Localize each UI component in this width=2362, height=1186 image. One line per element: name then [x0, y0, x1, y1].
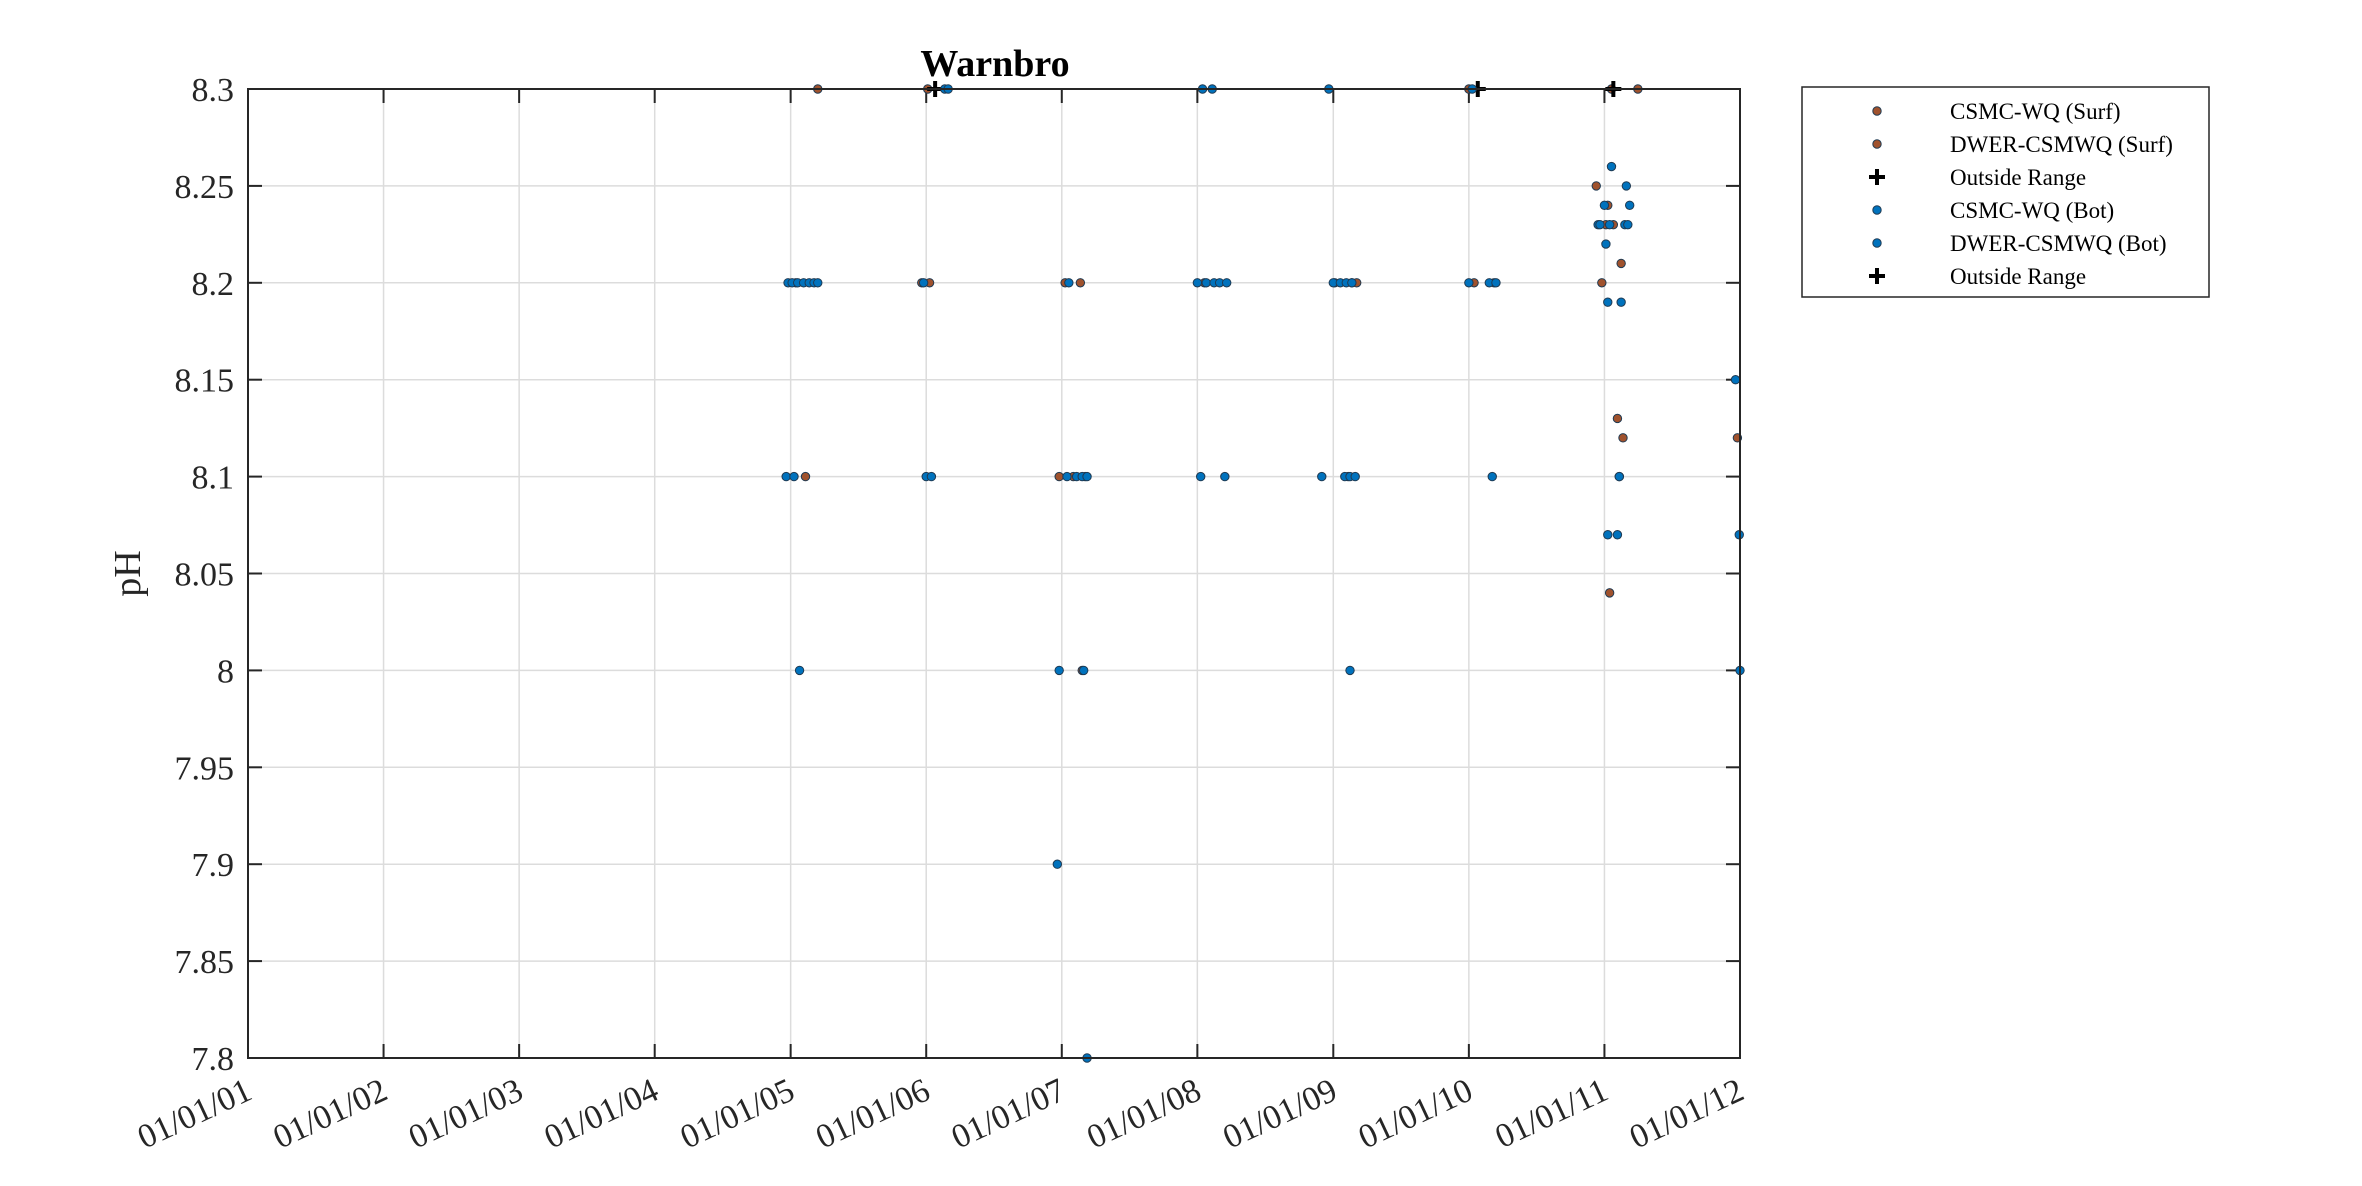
bot-data-point	[1487, 471, 1497, 482]
surf-data-point	[1075, 278, 1086, 288]
bot-data-point	[918, 278, 929, 288]
bot-data-point	[1317, 471, 1327, 482]
legend: CSMC-WQ (Surf) DWER-CSMWQ (Surf) Outside R…	[1801, 86, 2210, 298]
bot-data-point	[1621, 181, 1632, 191]
legend-entry-label: CSMC-WQ (Surf)	[1950, 99, 2121, 124]
bot-data-point	[1612, 530, 1623, 540]
bot-data-point	[1345, 665, 1355, 676]
bot-data-point	[1730, 375, 1741, 385]
legend-dot-marker	[1872, 238, 1882, 248]
legend-entry-label: Outside Range	[1950, 264, 2086, 289]
bot-data-point	[1201, 278, 1211, 288]
bot-data-point	[1606, 161, 1617, 172]
legend-dot-marker	[1872, 106, 1882, 116]
bot-data-point	[789, 471, 799, 482]
legend-plus-marker	[1869, 268, 1885, 284]
bot-data-point	[1464, 278, 1474, 288]
bot-data-point	[1491, 278, 1501, 288]
bot-data-point	[1623, 219, 1633, 230]
grid-layer	[248, 89, 1740, 1058]
bot-data-point	[1604, 219, 1615, 230]
y-tick-label: 7.8	[192, 1041, 235, 1078]
surf-data-point	[1616, 258, 1626, 269]
bot-data-point	[1347, 278, 1357, 288]
legend-entry-label: Outside Range	[1950, 165, 2086, 190]
bot-data-point	[1616, 297, 1626, 307]
legend-box	[1801, 86, 2210, 298]
chart-title: Warnbro	[920, 43, 1069, 85]
surf-data-point	[1618, 433, 1628, 443]
y-tick-label: 8.3	[192, 72, 235, 109]
surf-data-point	[1597, 278, 1607, 288]
bot-data-point	[1062, 471, 1072, 482]
y-tick-label: 8.05	[175, 557, 235, 594]
bot-data-point	[1601, 239, 1611, 249]
y-tick-label: 8.25	[175, 169, 235, 206]
bot-data-point	[1220, 471, 1230, 482]
y-tick-label: 7.9	[192, 847, 235, 884]
y-tick-label: 8.2	[192, 266, 235, 303]
bot-data-point	[1054, 665, 1064, 676]
bot-data-point	[1052, 859, 1063, 869]
y-tick-label: 7.95	[175, 750, 235, 787]
plot-area-frame	[247, 88, 1741, 1059]
bot-data-point	[1064, 278, 1074, 288]
bot-data-point	[1603, 530, 1613, 540]
bot-data-point	[794, 665, 805, 676]
legend-dot-marker	[1872, 139, 1882, 149]
y-axis-label: pH	[107, 550, 149, 596]
y-tick-label: 7.85	[175, 944, 235, 981]
bot-data-point	[1599, 200, 1610, 210]
bot-data-point	[1350, 471, 1360, 482]
bot-data-point	[1221, 278, 1232, 288]
legend-dot-marker	[1872, 205, 1882, 215]
legend-entry-label: CSMC-WQ (Bot)	[1950, 198, 2114, 223]
legend-plus-marker	[1869, 169, 1885, 185]
y-tick-label: 8.15	[175, 363, 235, 400]
bot-data-point	[1078, 665, 1089, 676]
bot-data-point	[1614, 471, 1624, 482]
bot-data-point	[926, 471, 937, 482]
surf-data-point	[1591, 181, 1601, 191]
surf-data-point	[800, 471, 811, 482]
bot-data-point	[813, 278, 823, 288]
legend-entry-label: DWER-CSMWQ (Surf)	[1950, 132, 2173, 157]
y-tick-label: 8.1	[192, 460, 235, 497]
bot-data-point	[1624, 200, 1635, 210]
bot-data-point	[1603, 297, 1613, 307]
surf-data-point	[1054, 471, 1064, 482]
bot-data-point	[1195, 471, 1206, 482]
surf-data-point	[1612, 413, 1623, 424]
y-tick-label: 8	[217, 653, 234, 690]
legend-entry-label: DWER-CSMWQ (Bot)	[1950, 231, 2167, 256]
bot-data-point	[1595, 219, 1605, 230]
surf-data-point	[1604, 588, 1615, 598]
bot-data-point	[1192, 278, 1203, 288]
bot-data-point	[781, 471, 791, 482]
bot-data-point	[1082, 471, 1092, 482]
